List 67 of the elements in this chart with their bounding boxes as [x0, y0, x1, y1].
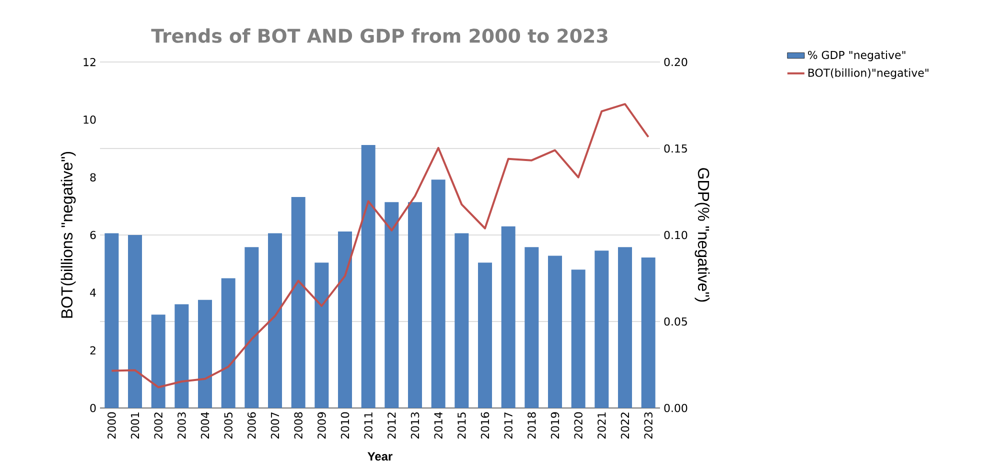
bar [104, 233, 119, 408]
x-tick-label: 2014 [434, 412, 442, 439]
x-tick-label: 2021 [598, 412, 606, 439]
bar [594, 250, 609, 408]
bar [384, 202, 399, 408]
bar [198, 300, 212, 408]
x-tick-label: 2007 [270, 412, 280, 439]
x-tick-label: 2005 [224, 412, 232, 439]
y-tick-label: 4 [90, 288, 96, 297]
x-tick-label: 2022 [620, 412, 630, 439]
y2-tick-label: 0.15 [664, 144, 687, 153]
x-tick-label: 2017 [504, 412, 512, 439]
x-tick-label: 2013 [410, 412, 420, 439]
x-axis-title: Year [368, 452, 392, 461]
x-tick-label: 2020 [574, 412, 582, 439]
bar [524, 247, 539, 408]
x-tick-label: 2006 [248, 412, 256, 439]
y-tick-label: 12 [84, 58, 96, 66]
y-axis-title: BOT(billions "negative") [60, 152, 76, 318]
y2-tick-label: 0.05 [664, 317, 687, 326]
x-tick-label: 2000 [108, 412, 116, 439]
bar [454, 233, 469, 408]
chart-title: Trends of BOT AND GDP from 2000 to 2023 [151, 28, 608, 43]
x-tick-label: 2016 [480, 412, 490, 439]
y-tick-label: 0 [90, 404, 96, 412]
bar [501, 226, 516, 408]
y-tick-label: 2 [90, 346, 96, 354]
line-series [110, 103, 650, 388]
x-tick-label: 2003 [178, 412, 186, 439]
x-tick-label: 2015 [458, 412, 466, 439]
bar [361, 145, 376, 408]
bar [408, 202, 422, 408]
bar [314, 262, 329, 408]
y2-tick-label: 0.20 [664, 58, 688, 66]
bar [151, 314, 166, 408]
bar [221, 278, 236, 408]
legend-label: BOT(billion)"negative" [808, 68, 928, 80]
x-tick-label: 2008 [294, 412, 302, 439]
bar [431, 180, 446, 408]
bar [244, 247, 259, 408]
x-tick-label: 2001 [130, 412, 140, 439]
y-tick-label: 8 [90, 173, 96, 182]
bar [174, 304, 189, 408]
x-tick-label: 2018 [528, 412, 536, 439]
x-tick-label: 2019 [550, 412, 560, 439]
x-tick-label: 2010 [340, 412, 350, 439]
x-tick-label: 2002 [154, 412, 162, 439]
bar [268, 233, 282, 408]
y-tick-label: 6 [90, 230, 96, 240]
y2-tick-label: 0.00 [664, 404, 688, 412]
x-tick-label: 2023 [644, 412, 652, 439]
bar [548, 256, 562, 408]
x-tick-label: 2011 [364, 412, 372, 439]
x-tick-label: 2009 [318, 412, 326, 439]
bar [641, 257, 656, 408]
bar [618, 247, 632, 408]
bar [338, 232, 352, 408]
bar [571, 270, 586, 408]
y2-axis-title: GDP(% "negative") [694, 168, 710, 302]
y2-tick-label: 0.10 [664, 230, 688, 240]
y-tick-label: 10 [84, 116, 96, 124]
bar [291, 196, 306, 408]
x-tick-label: 2004 [200, 412, 210, 439]
legend-label: % GDP "negative" [808, 50, 906, 62]
bar [128, 235, 142, 408]
x-tick-label: 2012 [388, 412, 396, 439]
bar [478, 262, 492, 408]
